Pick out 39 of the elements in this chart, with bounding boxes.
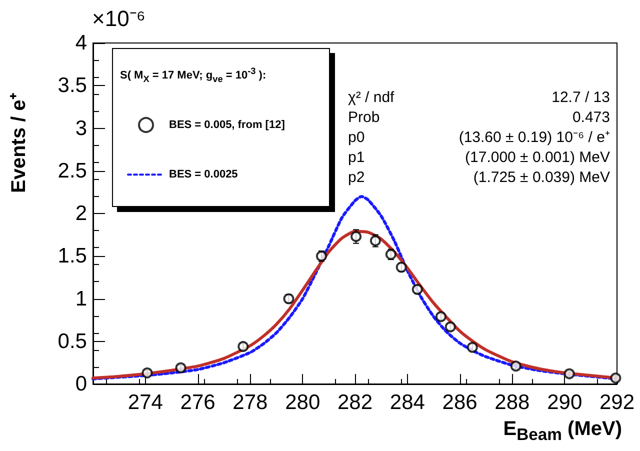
- x-tick-label: 284: [390, 391, 426, 414]
- legend-label: BES = 0.005, from [12]: [169, 119, 286, 131]
- y-tick-label: 0: [75, 372, 87, 396]
- x-tick-label: 276: [180, 391, 216, 414]
- annotation: p2: [348, 168, 365, 188]
- y-tick-label: 0.5: [58, 330, 87, 353]
- annotation: p1: [348, 148, 365, 168]
- annotation: Prob: [348, 108, 380, 128]
- legend-title: S( M$_{X}$ = 17 MeV; g$_{ve}$ = 10$^{-3}$ ):: [120, 66, 266, 84]
- point: [175, 362, 186, 374]
- y-axis-title: Events / e⁺: [7, 92, 31, 193]
- x-tick-label: 288: [494, 391, 530, 414]
- x-tick-label: 282: [337, 391, 373, 414]
- x-tick-label: 274: [128, 391, 164, 414]
- y-tick-label: 1: [75, 287, 87, 310]
- legend-label: BES = 0.0025: [169, 168, 238, 181]
- annotation: (13.60 ± 0.19) 10⁻⁶ / e⁺: [458, 128, 610, 148]
- annotation: (1.725 ± 0.039) MeV: [473, 168, 610, 188]
- annotation: 0.473: [572, 108, 610, 128]
- annotation: χ² / ndf: [348, 88, 394, 108]
- x-tick-label: 292: [599, 391, 635, 414]
- point: [350, 231, 362, 242]
- y-tick-label: 2.5: [58, 159, 87, 182]
- x-tick-label: 278: [232, 391, 268, 414]
- text: ×10⁻⁶: [92, 5, 146, 32]
- x-tick-label: 290: [547, 391, 582, 414]
- annotation: 12.7 / 13: [552, 88, 610, 108]
- y-tick-label: 3: [75, 116, 87, 140]
- y-tick-label: 1.5: [58, 244, 87, 268]
- annotation: p0: [348, 128, 365, 148]
- x-tick-label: 280: [285, 391, 320, 414]
- y-tick-label: 3.5: [58, 74, 87, 98]
- y-tick-label: 4: [75, 32, 88, 54]
- annotation: (17.000 ± 0.001) MeV: [465, 148, 610, 168]
- x-tick-label: 286: [442, 391, 478, 414]
- x-axis-title: E$_{Beam}$ (MeV): [503, 418, 622, 445]
- y-tick-label: 2: [75, 202, 87, 225]
- point: [370, 235, 381, 246]
- point: [510, 360, 522, 372]
